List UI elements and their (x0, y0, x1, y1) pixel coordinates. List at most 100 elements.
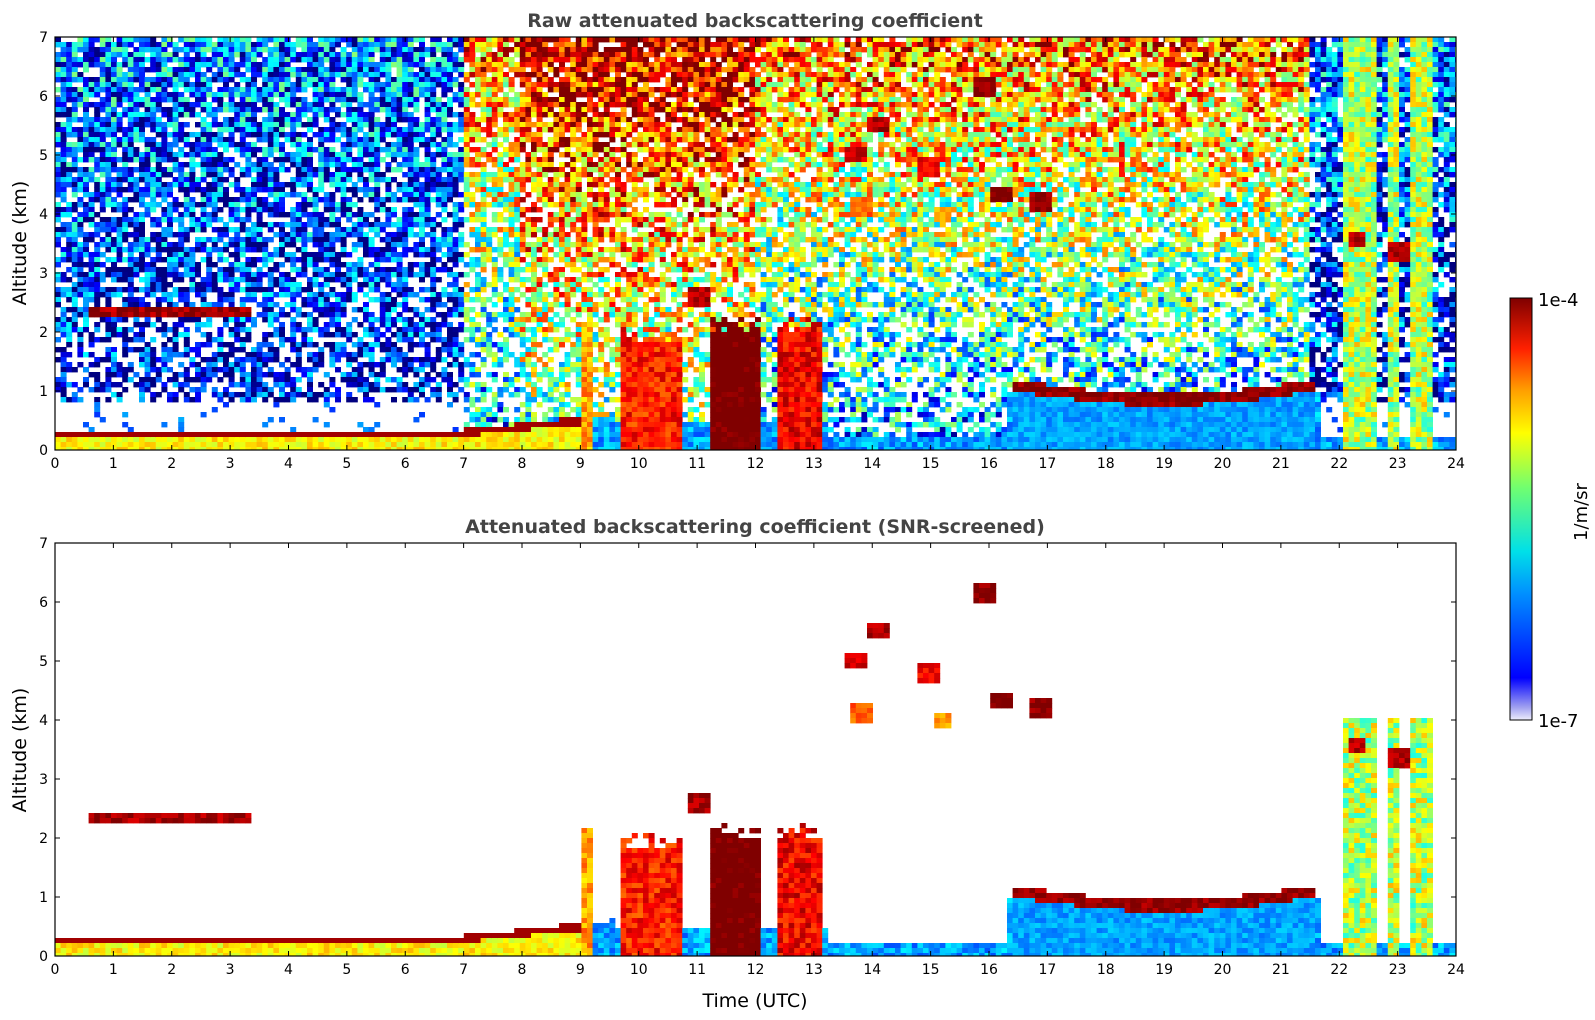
heatmap-cell (329, 97, 336, 103)
heatmap-cell (407, 262, 414, 268)
heatmap-cell (228, 317, 235, 323)
heatmap-cell (139, 267, 145, 273)
heatmap-cell (419, 122, 425, 128)
heatmap-cell (189, 217, 196, 223)
heatmap-cell (234, 82, 241, 88)
heatmap-cell (161, 352, 168, 358)
heatmap-cell (312, 292, 319, 298)
heatmap-cell (122, 447, 129, 450)
heatmap-cell (150, 192, 157, 198)
heatmap-cell (94, 127, 101, 133)
heatmap-cell (435, 277, 442, 283)
heatmap-cell (463, 217, 470, 223)
heatmap-cell (363, 342, 369, 348)
heatmap-cell (150, 247, 157, 253)
heatmap-cell (407, 442, 414, 448)
heatmap-cell (200, 142, 207, 148)
heatmap-cell (105, 52, 112, 58)
heatmap-cell (273, 52, 280, 58)
heatmap-cell (167, 442, 173, 448)
heatmap-cell (200, 382, 207, 388)
heatmap-cell (77, 92, 84, 98)
heatmap-cell (228, 197, 235, 203)
heatmap-cell (155, 162, 162, 168)
heatmap-cell (318, 62, 325, 68)
heatmap-cell (340, 252, 347, 258)
heatmap-cell (430, 437, 437, 443)
heatmap-cell (452, 287, 459, 293)
heatmap-cell (385, 347, 392, 353)
heatmap-cell (88, 92, 95, 98)
heatmap-cell (206, 287, 213, 293)
heatmap-cell (256, 282, 263, 288)
heatmap-cell (71, 207, 78, 213)
heatmap-cell (441, 337, 448, 343)
heatmap-cell (195, 137, 201, 143)
heatmap-cell (206, 212, 213, 218)
heatmap-cell (475, 397, 481, 403)
heatmap-cell (139, 352, 145, 358)
heatmap-cell (60, 322, 67, 328)
heatmap-cell (503, 47, 509, 53)
heatmap-cell (139, 227, 145, 233)
heatmap-cell (323, 437, 330, 443)
heatmap-cell (167, 397, 173, 403)
heatmap-cell (167, 282, 173, 288)
heatmap-cell (301, 267, 308, 273)
heatmap-cell (318, 267, 325, 273)
heatmap-cell (480, 342, 487, 348)
heatmap-cell (307, 397, 313, 403)
heatmap-cell (419, 82, 425, 88)
heatmap-cell (486, 407, 493, 413)
heatmap-cell (480, 232, 487, 238)
heatmap-cell (239, 432, 246, 438)
heatmap-cell (211, 272, 218, 278)
heatmap-cell (318, 357, 325, 363)
heatmap-cell (430, 357, 437, 363)
heatmap-cell (514, 322, 521, 328)
heatmap-cell (430, 377, 437, 383)
heatmap-cell (161, 77, 168, 83)
heatmap-cell (189, 347, 196, 353)
heatmap-cell (329, 347, 336, 353)
heatmap-cell (413, 222, 420, 228)
heatmap-cell (307, 342, 313, 348)
heatmap-cell (430, 162, 437, 168)
heatmap-cell (223, 122, 229, 128)
heatmap-cell (447, 187, 453, 193)
heatmap-cell (155, 147, 162, 153)
heatmap-cell (419, 362, 425, 368)
heatmap-cell (508, 62, 515, 68)
heatmap-cell (172, 267, 179, 273)
heatmap-cell (172, 377, 179, 383)
heatmap-cell (217, 297, 224, 303)
heatmap-cell (379, 357, 386, 363)
heatmap-cell (346, 92, 353, 98)
heatmap-cell (94, 87, 101, 93)
heatmap-cell (251, 152, 257, 158)
heatmap-cell (206, 92, 213, 98)
heatmap-cell (290, 237, 297, 243)
heatmap-cell (228, 242, 235, 248)
heatmap-cell (335, 307, 341, 313)
heatmap-cell (60, 122, 67, 128)
heatmap-cell (486, 372, 493, 378)
heatmap-cell (323, 422, 330, 428)
heatmap-cell (200, 227, 207, 233)
heatmap-cell (267, 132, 274, 138)
heatmap-cell (122, 312, 129, 318)
heatmap-cell (139, 392, 145, 398)
heatmap-cell (161, 187, 168, 193)
heatmap-cell (99, 142, 106, 148)
heatmap-cell (385, 52, 392, 58)
heatmap-cell (262, 207, 269, 213)
heatmap-cell (391, 212, 397, 218)
heatmap-cell (407, 137, 414, 143)
heatmap-cell (139, 247, 145, 253)
heatmap-cell (94, 212, 101, 218)
heatmap-cell (514, 117, 521, 123)
heatmap-cell (251, 77, 257, 83)
heatmap-cell (419, 87, 425, 93)
heatmap-cell (60, 57, 67, 63)
heatmap-cell (519, 77, 526, 83)
